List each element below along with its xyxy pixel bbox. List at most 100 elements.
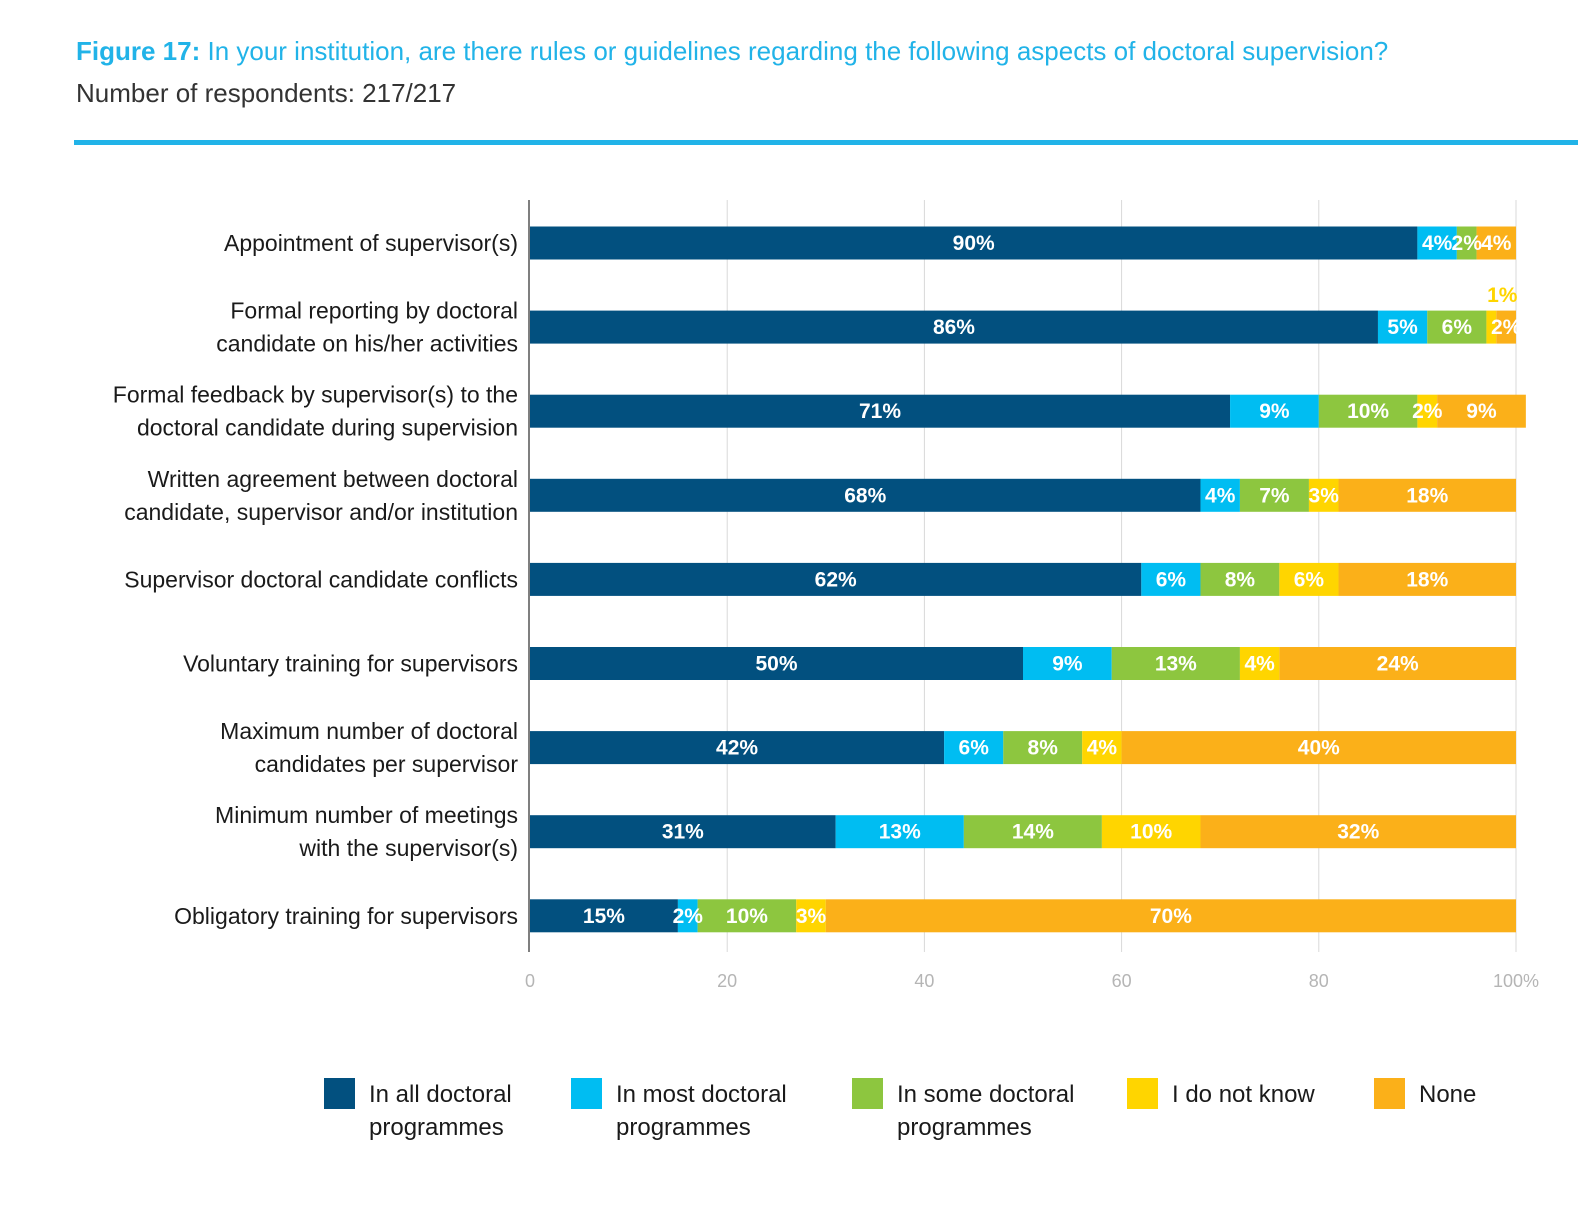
legend-label: I do not know [1172, 1081, 1315, 1108]
data-label: 4% [1481, 232, 1512, 255]
bar-segment [1239, 478, 1309, 512]
x-tick-label: 80 [1309, 971, 1329, 991]
data-label: 32% [1337, 821, 1379, 844]
bar-segment [530, 478, 1201, 512]
bar-segment [1200, 478, 1240, 512]
legend-item: In most doctoral programmes [571, 1078, 787, 1144]
bar-segment [1318, 394, 1418, 428]
data-label: 6% [1156, 568, 1187, 591]
data-label: 10% [1130, 821, 1172, 844]
x-tick-label: 100% [1493, 971, 1539, 991]
data-label: 9% [1466, 400, 1497, 423]
category-label: Minimum number of meetings [215, 802, 518, 828]
bar-segment [697, 899, 797, 933]
category-label: Maximum number of doctoral [220, 718, 518, 744]
bar-segment [1230, 394, 1319, 428]
x-tick-label: 40 [914, 971, 934, 991]
bar-segment [1427, 310, 1487, 344]
data-label: 8% [1225, 568, 1256, 591]
data-label: 6% [1442, 316, 1473, 339]
bar-segment [1456, 226, 1477, 260]
data-label: 42% [716, 737, 758, 760]
category-label: Obligatory training for supervisors [174, 903, 518, 929]
bar-segment [530, 310, 1378, 344]
legend: In all doctoral programmes In most doctor… [324, 1078, 1524, 1158]
bar-segment [825, 899, 1516, 933]
title-divider [74, 140, 1578, 145]
bar-segment [530, 731, 945, 765]
bar-segment [1023, 647, 1112, 680]
bar-segment [1308, 478, 1339, 512]
legend-label: In some doctoral programmes [897, 1081, 1075, 1141]
bar-segment [1279, 562, 1339, 596]
bar-segment [1239, 647, 1280, 680]
bar-segment [530, 815, 836, 849]
data-label: 18% [1406, 484, 1448, 507]
data-label: 31% [662, 821, 704, 844]
bar-segment [1338, 562, 1516, 596]
data-label: 40% [1298, 737, 1340, 760]
legend-swatch [1127, 1078, 1158, 1109]
legend-item: In all doctoral programmes [324, 1078, 512, 1144]
category-labels: Appointment of supervisor(s) Formal repor… [113, 230, 519, 929]
data-label: 6% [1294, 568, 1325, 591]
legend-item: None [1374, 1078, 1476, 1111]
legend-item: I do not know [1127, 1078, 1315, 1111]
bar-segment [530, 394, 1231, 428]
bar-segment [796, 899, 826, 933]
data-label: 86% [933, 316, 975, 339]
data-label: 9% [1259, 400, 1290, 423]
bar-segment [530, 899, 678, 933]
data-label: 2% [1452, 232, 1483, 255]
bar-segment [1486, 310, 1497, 344]
bar-segment [1377, 310, 1428, 344]
bar-segment [1496, 310, 1516, 344]
category-label: Supervisor doctoral candidate conflicts [124, 566, 518, 592]
category-label: with the supervisor(s) [298, 835, 518, 861]
category-label: Written agreement between doctoral [148, 466, 518, 492]
data-label: 9% [1052, 653, 1083, 676]
data-label: 6% [959, 737, 990, 760]
bar-segment [677, 899, 698, 933]
bar-segment [1082, 731, 1122, 765]
data-label: 10% [726, 905, 768, 928]
data-label: 13% [1155, 653, 1197, 676]
figure-label: Figure 17: [76, 36, 201, 66]
data-label: 7% [1259, 484, 1290, 507]
data-label: 18% [1406, 568, 1448, 591]
data-label: 62% [815, 568, 857, 591]
data-label: 3% [1309, 484, 1340, 507]
bar-segment [1279, 647, 1516, 680]
data-label: 5% [1387, 316, 1418, 339]
data-label: 4% [1087, 737, 1118, 760]
legend-swatch [324, 1078, 355, 1109]
bar-segment [1111, 647, 1240, 680]
bar-segment [835, 815, 964, 849]
legend-label: None [1419, 1081, 1477, 1108]
data-label: 3% [796, 905, 827, 928]
data-label: 4% [1244, 653, 1275, 676]
chart-subtitle: Number of respondents: 217/217 [76, 78, 457, 108]
category-label: Formal feedback by supervisor(s) to the [113, 382, 518, 408]
data-label: 2% [1491, 316, 1522, 339]
category-label: candidate, supervisor and/or institution [124, 499, 518, 525]
stacked-bar-chart: 90% 4% 2% 4%86% 5% 6%1%2%71% 9% 10% 2% 9%68% 4% 7% 3… [113, 200, 1539, 991]
bar-segment [1476, 226, 1516, 260]
bar-segment [944, 731, 1004, 765]
data-label: 50% [755, 653, 797, 676]
legend-swatch [852, 1078, 883, 1109]
bar-segment [1101, 815, 1201, 849]
segment-labels: 90% 4% 2% 4%86% 5% 6%1%2%71% 9% 10% 2% 9%68% 4% 7% 3… [583, 232, 1522, 928]
bar-segment [1437, 394, 1526, 428]
bar-segment [530, 647, 1023, 680]
bar-segment [1003, 731, 1083, 765]
data-label: 8% [1028, 737, 1059, 760]
category-label: Formal reporting by doctoral [230, 298, 518, 324]
data-label: 68% [844, 484, 886, 507]
bar-segment [530, 226, 1418, 260]
data-label: 2% [1412, 400, 1443, 423]
data-label: 4% [1422, 232, 1453, 255]
data-label: 4% [1205, 484, 1236, 507]
bars [530, 226, 1526, 933]
data-label: 70% [1150, 905, 1192, 928]
